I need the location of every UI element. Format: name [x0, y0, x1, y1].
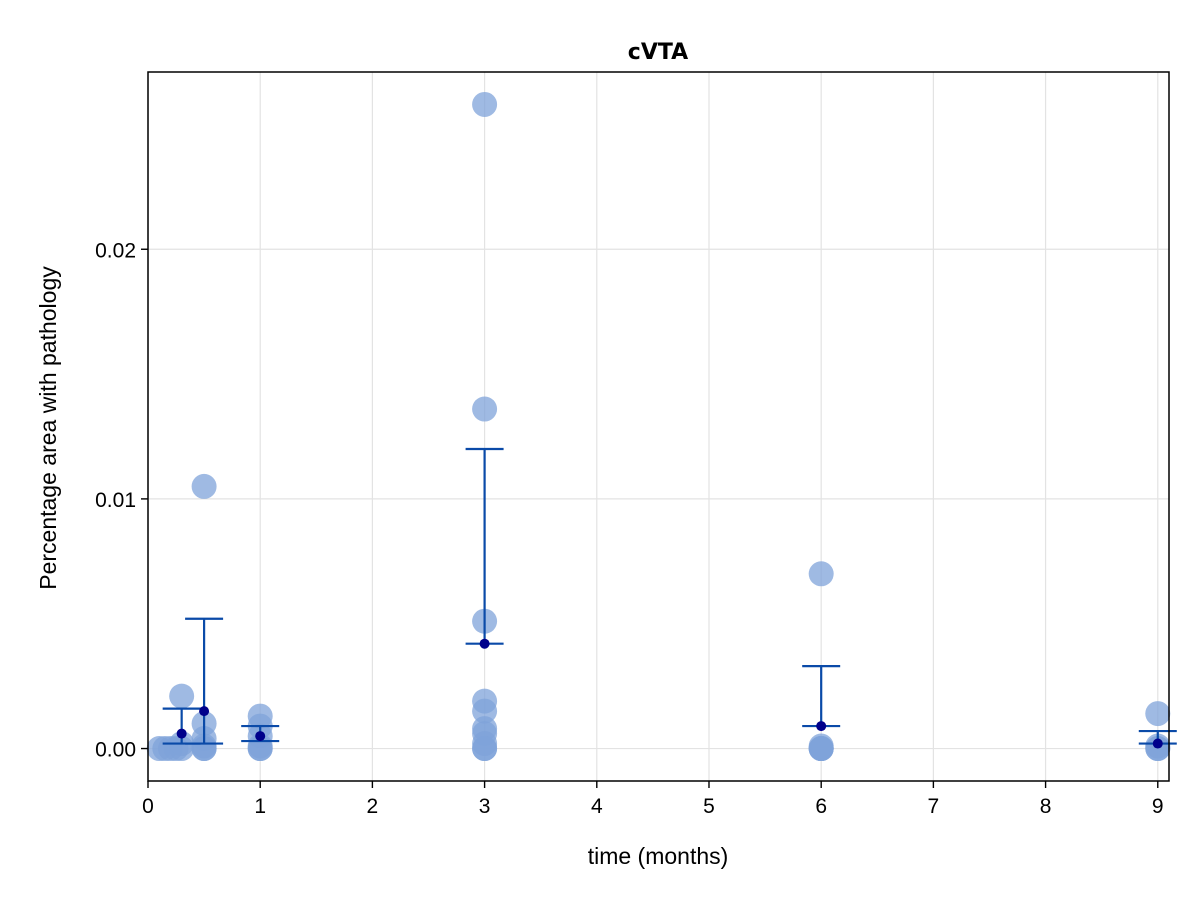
mean-marker — [816, 721, 827, 732]
x-tick-label: 2 — [367, 795, 379, 818]
data-point — [472, 91, 498, 117]
data-point — [808, 736, 834, 762]
data-point — [191, 473, 217, 499]
data-point — [472, 698, 498, 724]
mean-marker — [176, 728, 187, 739]
mean-marker — [479, 638, 490, 649]
plot-frame — [147, 71, 1170, 782]
mean-marker — [255, 731, 266, 742]
data-point — [1145, 701, 1171, 727]
x-axis-label: time (months) — [588, 843, 729, 869]
data-points — [146, 91, 1171, 762]
x-tick-label: 4 — [591, 795, 603, 818]
mean-marker — [1152, 738, 1163, 749]
x-tick-label: 3 — [479, 795, 491, 818]
y-tick-label: 0.01 — [95, 489, 136, 512]
x-tick-label: 1 — [254, 795, 266, 818]
data-point — [808, 561, 834, 587]
y-axis-label: Percentage area with pathology — [35, 266, 61, 590]
y-tick-label: 0.02 — [95, 239, 136, 262]
x-axis-ticks: 0 1 2 3 4 5 6 7 8 9 — [142, 781, 1164, 818]
x-tick-label: 6 — [815, 795, 827, 818]
x-tick-label: 0 — [142, 795, 154, 818]
mean-marker — [199, 706, 210, 717]
y-tick-label: 0.00 — [95, 739, 136, 762]
data-point — [169, 683, 195, 709]
x-tick-label: 7 — [928, 795, 940, 818]
grid-lines — [147, 72, 1169, 781]
data-point — [472, 396, 498, 422]
error-bars — [162, 447, 1177, 745]
x-tick-label: 8 — [1040, 795, 1052, 818]
x-tick-label: 5 — [703, 795, 715, 818]
data-point — [472, 736, 498, 762]
y-axis-ticks: 0.00 0.01 0.02 — [95, 239, 148, 762]
x-tick-label: 9 — [1152, 795, 1164, 818]
chart-title: cVTA — [628, 40, 688, 65]
mean-markers — [176, 638, 1163, 749]
data-point — [247, 736, 273, 762]
data-point — [191, 736, 217, 762]
